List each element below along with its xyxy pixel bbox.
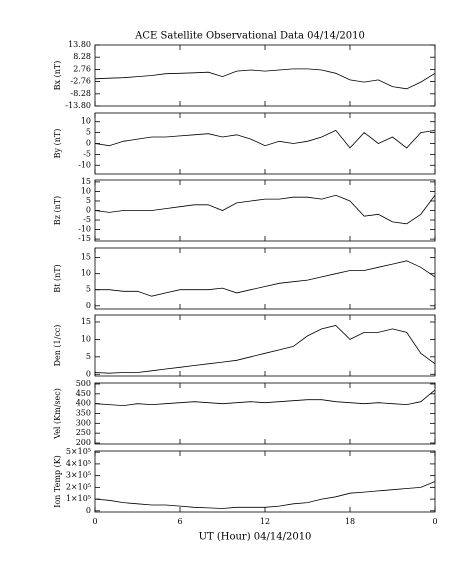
y-tick-label: 0 [86, 369, 91, 378]
y-tick-label: 10 [81, 334, 91, 343]
y-tick-label: 250 [76, 428, 91, 437]
y-tick-label: 5×10⁵ [66, 447, 91, 456]
y-tick-label: 15 [81, 317, 91, 326]
data-line [94, 129, 436, 149]
y-tick-label: -5 [83, 215, 91, 224]
data-line [94, 194, 436, 225]
y-tick-label: 10 [81, 117, 91, 126]
y-axis-label: Vel (Km/sec) [53, 388, 62, 440]
y-tick-label: 5 [86, 128, 91, 137]
y-tick-label: 10 [81, 186, 91, 195]
data-line [94, 481, 436, 509]
y-tick-label: 400 [76, 399, 91, 408]
y-axis-label: By (nT) [53, 129, 62, 159]
y-tick-label: -5 [83, 149, 91, 158]
y-tick-label: 4×10⁵ [66, 459, 91, 468]
data-line [94, 389, 436, 407]
y-tick-label: -10 [78, 225, 91, 234]
y-tick-label: 1×10⁵ [66, 494, 91, 503]
y-tick-label: 450 [76, 389, 91, 398]
y-tick-label: 0 [86, 139, 91, 148]
y-tick-label: 5 [86, 285, 91, 294]
y-tick-label: 3×10⁵ [66, 471, 91, 480]
y-tick-label: 0 [86, 206, 91, 215]
x-tick-label: 6 [177, 517, 182, 526]
y-tick-label: -2.76 [70, 77, 91, 86]
y-tick-label: 13.80 [68, 40, 91, 49]
x-axis-label: UT (Hour) 04/14/2010 [199, 532, 312, 543]
y-axis-label: Ion Temp (K) [53, 455, 62, 508]
y-tick-label: -10 [78, 160, 91, 169]
y-tick-label: -8.28 [70, 89, 91, 98]
y-axis-label: Bx (nT) [53, 61, 62, 91]
x-tick-label: 12 [260, 517, 270, 526]
x-tick-label: 0 [432, 517, 437, 526]
y-axis-label: Bz (nT) [53, 196, 62, 225]
y-tick-label: 10 [81, 269, 91, 278]
y-tick-label: 500 [76, 379, 91, 388]
data-line [94, 325, 436, 374]
y-axis-label: Bt (nT) [53, 264, 62, 292]
data-line [94, 68, 436, 90]
y-tick-label: 8.28 [73, 52, 91, 61]
x-tick-label: 18 [345, 517, 355, 526]
y-tick-label: 5 [86, 196, 91, 205]
y-tick-label: -15 [78, 234, 91, 243]
y-tick-label: 200 [76, 438, 91, 447]
chart-title: ACE Satellite Observational Data 04/14/2… [134, 31, 365, 42]
data-line [95, 260, 436, 297]
y-tick-label: 0 [86, 301, 91, 310]
y-tick-label: 15 [81, 177, 91, 186]
y-tick-label: 300 [76, 418, 91, 427]
y-tick-label: 5 [86, 352, 91, 361]
y-tick-label: 350 [76, 409, 91, 418]
y-tick-label: -13.80 [65, 101, 91, 110]
y-tick-label: 15 [81, 253, 91, 262]
y-tick-label: 0 [86, 506, 91, 515]
y-tick-label: 2.76 [73, 64, 91, 73]
y-tick-label: 2×10⁵ [66, 482, 91, 491]
y-axis-label: Den (1/cc) [53, 325, 62, 367]
x-tick-label: 0 [92, 517, 97, 526]
